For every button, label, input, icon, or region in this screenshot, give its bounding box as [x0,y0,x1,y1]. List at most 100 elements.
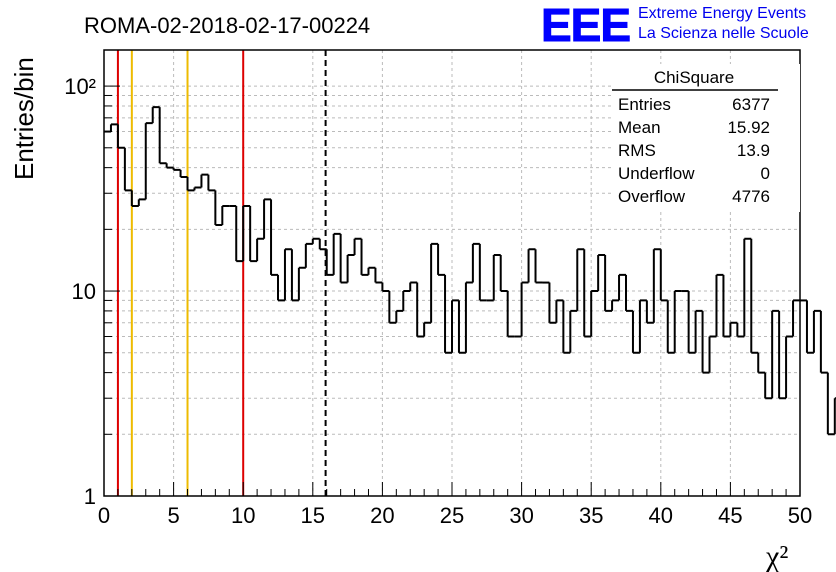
x-tick-label: 25 [440,503,464,528]
x-tick-label: 20 [370,503,394,528]
y-tick-label: 10 [72,279,96,304]
histogram-bin [708,335,717,373]
histogram-bin [200,173,209,188]
histogram-bin [638,299,647,353]
histogram-bin [221,204,230,226]
histogram-bin [263,198,272,239]
histogram-bin [304,242,313,268]
histogram-bin [729,321,738,337]
histogram-bin [332,232,341,275]
histogram-bin [778,310,787,400]
histogram-bin [687,291,696,354]
histogram-bin [757,352,766,374]
histogram-bin [534,249,543,284]
histogram-bin [792,299,800,337]
histogram-bin [743,237,752,337]
stats-label-rms: RMS [618,141,656,160]
histogram-bin [242,204,251,262]
histogram-bin [311,237,320,244]
histogram-bin [437,243,446,276]
histogram-bin [374,267,383,284]
histogram-bin [812,309,821,353]
histogram-bin [395,309,404,323]
histogram-bin [444,274,452,354]
histogram-bin [659,249,668,302]
histogram-bin [339,233,348,284]
x-tick-label: 0 [98,503,110,528]
histogram-bin [562,300,571,354]
stats-label-entries: Entries [618,95,671,114]
histogram-bin [771,309,780,399]
stats-value-underflow: 0 [761,164,770,183]
histogram-bin [193,186,202,191]
x-axis: 0 5 10 15 20 25 30 35 40 45 50 [98,482,812,528]
histogram-bin [109,123,118,132]
histogram-bin [666,300,675,354]
histogram-bin [722,274,731,338]
stats-title: ChiSquare [654,68,734,87]
histogram-bin [457,300,466,354]
y-axis: 1 10 10² [64,74,120,509]
stats-label-overflow: Overflow [618,187,686,206]
x-tick-label: 10 [231,503,255,528]
histogram-bin [277,274,285,302]
logo-line2: La Scienza nelle Scuole [638,25,809,42]
histogram-bin [590,290,599,337]
histogram-bin [645,300,654,324]
histogram-bin [478,243,487,302]
histogram-bin [471,242,480,283]
histogram-bin [694,309,703,353]
y-tick-label: 10² [64,74,96,99]
histogram-bin [527,248,536,283]
x-tick-label: 30 [509,503,533,528]
histogram-bin [297,266,306,301]
histogram-bin [165,163,174,169]
histogram-bin [785,335,794,399]
histogram-bin [736,322,745,338]
x-tick-label: 50 [788,503,812,528]
histogram-bin [283,248,292,301]
stats-value-overflow: 4776 [732,187,770,206]
histogram-bin [325,249,334,276]
histogram-bin [123,147,132,192]
x-tick-label: 5 [167,503,179,528]
histogram-bin [499,254,508,293]
x-tick-label: 15 [301,503,325,528]
histogram-bin [569,309,578,353]
stats-box-background [612,64,800,212]
histogram-bin [583,249,592,338]
histogram-bin [464,281,473,353]
stats-value-mean: 15.92 [727,118,770,137]
histogram-bin [214,190,223,227]
histogram-bin [360,238,369,276]
histogram-bin [430,242,439,323]
histogram-bin [625,274,633,312]
chart-title: ROMA-02-2018-02-17-00224 [84,13,370,38]
stats-label-underflow: Underflow [618,164,695,183]
histogram-bin [409,281,418,292]
histogram-bin [179,169,188,179]
histogram-bin [116,124,125,149]
histogram-bin [381,282,390,293]
stats-value-rms: 13.9 [737,141,770,160]
histogram-bin [158,107,167,165]
histogram-bin [235,205,244,263]
histogram-bin [618,273,626,301]
histogram-bin [318,238,327,251]
histogram-bin [520,281,529,337]
histogram-bin [416,282,425,338]
histogram-bin [388,291,397,324]
histogram-bin [576,248,585,311]
x-tick-label: 35 [579,503,603,528]
histogram-bin [611,299,620,311]
histogram-bin [548,282,557,324]
logo-line1: Extreme Energy Events [638,5,806,22]
histogram-bin [172,167,181,171]
x-axis-label: χ² [765,540,788,572]
eee-logo-text: EEE [541,0,630,51]
histogram-bin [631,310,640,354]
histogram-bin [270,199,278,276]
stats-value-entries: 6377 [732,95,770,114]
histogram-bin [819,310,828,374]
